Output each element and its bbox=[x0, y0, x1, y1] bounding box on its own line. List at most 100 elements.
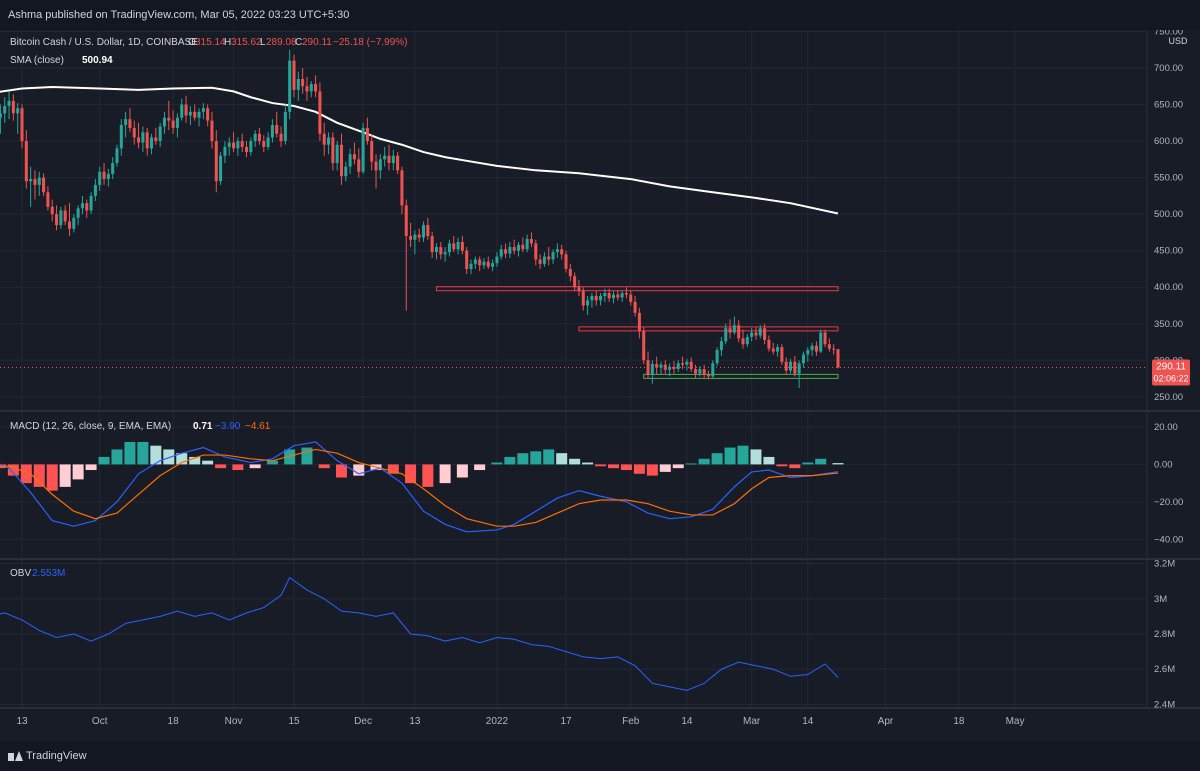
macd-histogram-bar bbox=[737, 445, 749, 465]
price-tick-label: 650.00 bbox=[1154, 100, 1183, 111]
candle-body bbox=[456, 241, 460, 250]
high-label: H bbox=[224, 37, 231, 48]
candle-body bbox=[283, 111, 287, 142]
candle-body bbox=[434, 247, 438, 253]
candle-body bbox=[270, 125, 274, 138]
candle-body bbox=[301, 78, 305, 87]
macd-tick-label: −40.00 bbox=[1154, 534, 1183, 545]
candle-body bbox=[694, 369, 698, 374]
candle-body bbox=[20, 108, 24, 142]
candle-body bbox=[374, 161, 378, 171]
candle-body bbox=[499, 249, 503, 257]
candle-body bbox=[119, 125, 123, 149]
candle-body bbox=[89, 195, 93, 211]
macd-histogram-bar bbox=[815, 458, 827, 465]
time-tick-label: 13 bbox=[409, 716, 421, 727]
candle-body bbox=[227, 142, 231, 147]
candle-body bbox=[732, 325, 736, 333]
time-tick-label: 14 bbox=[681, 716, 693, 727]
candle-body bbox=[314, 84, 318, 92]
macd-histogram-bar bbox=[569, 458, 581, 465]
candle-body bbox=[534, 243, 538, 260]
candle-body bbox=[603, 293, 607, 296]
candle-body bbox=[249, 141, 253, 153]
candle-body bbox=[767, 339, 771, 349]
support-level bbox=[643, 373, 839, 379]
tradingview-logo[interactable]: TradingView bbox=[8, 750, 87, 762]
candle-body bbox=[430, 236, 434, 253]
candle-body bbox=[266, 137, 270, 147]
candle-body bbox=[154, 137, 158, 142]
price-tick-label: 250.00 bbox=[1154, 392, 1183, 403]
candle-body bbox=[797, 363, 801, 374]
candle-body bbox=[145, 132, 149, 149]
macd-histogram-bar bbox=[582, 462, 594, 465]
candle-body bbox=[504, 249, 508, 254]
candle-body bbox=[719, 341, 723, 351]
change-value: −25.18 (−7.99%) bbox=[333, 37, 408, 48]
candle-body bbox=[396, 155, 400, 171]
candle-body bbox=[780, 347, 784, 362]
macd-histogram-bar bbox=[595, 464, 607, 467]
obv-legend-label: OBV bbox=[10, 568, 31, 579]
candle-body bbox=[214, 141, 218, 182]
ohlc-readout: O 315.14 H 315.62 L 289.08 C 290.11 −25.… bbox=[188, 37, 408, 48]
price-tick-label: 600.00 bbox=[1154, 136, 1183, 147]
candle-body bbox=[642, 331, 646, 361]
candle-body bbox=[633, 301, 637, 313]
macd-tick-label: −20.00 bbox=[1154, 497, 1183, 508]
candle-body bbox=[391, 155, 395, 163]
candle-body bbox=[413, 234, 417, 240]
candle-body bbox=[681, 363, 685, 365]
candle-body bbox=[525, 239, 529, 250]
macd-histogram-bar bbox=[789, 464, 801, 469]
candle-body bbox=[184, 104, 188, 116]
chart-svg[interactable]: 250.00300.00350.00400.00450.00500.00550.… bbox=[0, 26, 1200, 741]
candle-body bbox=[594, 296, 598, 301]
candle-body bbox=[167, 117, 171, 121]
candle-body bbox=[810, 345, 814, 351]
macd-histogram-bar bbox=[530, 451, 542, 465]
candle-body bbox=[275, 125, 279, 134]
candle-body bbox=[46, 192, 50, 207]
candle-body bbox=[257, 133, 261, 142]
candle-body bbox=[244, 146, 249, 153]
bar-countdown: 02:06:22 bbox=[1153, 374, 1188, 384]
candle-body bbox=[568, 268, 572, 277]
macd-histogram-bar bbox=[215, 464, 227, 469]
candle-body bbox=[516, 244, 521, 251]
macd-histogram-bar bbox=[439, 464, 451, 484]
candle-body bbox=[210, 120, 214, 142]
candle-body bbox=[348, 154, 352, 167]
candle-body bbox=[29, 179, 33, 182]
chart-area[interactable]: 250.00300.00350.00400.00450.00500.00550.… bbox=[0, 26, 1200, 741]
candle-body bbox=[365, 127, 369, 142]
macd-histogram-bar bbox=[517, 453, 529, 465]
open-label: O bbox=[188, 37, 196, 48]
candle-body bbox=[262, 141, 266, 147]
price-tick-label: 750.00 bbox=[1154, 30, 1183, 37]
time-tick-label: Apr bbox=[878, 716, 894, 727]
macd-histogram-bar bbox=[266, 460, 278, 465]
macd-histogram-bar bbox=[124, 441, 136, 465]
price-tick-label: 400.00 bbox=[1154, 282, 1183, 293]
macd-histogram-bar bbox=[802, 462, 814, 465]
candle-body bbox=[469, 263, 473, 269]
time-tick-label: 15 bbox=[288, 716, 300, 727]
macd-histogram-bar bbox=[150, 445, 162, 465]
candle-body bbox=[296, 78, 300, 90]
obv-tick-label: 2.6M bbox=[1154, 664, 1175, 675]
macd-histogram-bar bbox=[646, 464, 658, 476]
candle-body bbox=[529, 239, 533, 244]
candle-body bbox=[776, 347, 780, 352]
candle-body bbox=[219, 155, 223, 182]
time-tick-label: Feb bbox=[622, 716, 640, 727]
currency-label[interactable]: USD bbox=[1168, 36, 1188, 46]
macd-histogram-bar bbox=[504, 456, 516, 465]
macd-histogram-bar bbox=[685, 463, 697, 465]
candle-body bbox=[361, 127, 365, 172]
time-tick-label: 14 bbox=[802, 716, 814, 727]
candle-body bbox=[465, 250, 469, 269]
candle-body bbox=[158, 126, 162, 142]
candle-body bbox=[387, 155, 391, 163]
